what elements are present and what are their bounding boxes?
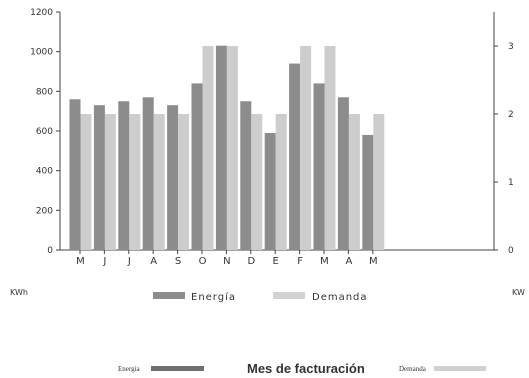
bar-energia	[337, 97, 349, 251]
bar-energia	[93, 105, 105, 250]
bar-demanda	[226, 46, 238, 250]
left-tick-label: 200	[36, 206, 53, 216]
category-label: O	[199, 256, 208, 267]
bar-energia	[167, 105, 179, 250]
left-tick-label: 0	[47, 246, 53, 256]
category-label: S	[175, 256, 182, 267]
right-axis-unit: KW	[512, 288, 525, 297]
left-tick-label: 400	[36, 167, 53, 177]
category-label: M	[369, 256, 379, 267]
bar-demanda	[373, 114, 385, 250]
category-label: A	[150, 256, 158, 267]
bar-demanda	[153, 114, 165, 250]
bar-energia	[362, 134, 374, 250]
category-label: J	[127, 256, 132, 267]
bar-energia	[215, 45, 227, 250]
bar-demanda	[178, 114, 190, 250]
footer-demand-label: Demanda	[399, 365, 427, 373]
right-tick-label: 2	[508, 110, 514, 120]
footer-energy-label: Energía	[118, 365, 141, 373]
left-tick-label: 600	[36, 127, 53, 137]
legend-label-demanda: Demanda	[312, 292, 368, 303]
left-tick-label: 800	[36, 87, 53, 97]
bar-demanda	[300, 46, 312, 250]
left-axis-unit: KWh	[10, 288, 28, 297]
footer-title: Mes de facturación	[247, 361, 365, 376]
bar-demanda	[251, 114, 263, 250]
left-tick-label: 1000	[30, 48, 53, 58]
right-tick-label: 1	[508, 178, 514, 188]
legend-swatch-energia	[153, 292, 185, 299]
bar-demanda	[202, 46, 214, 250]
legend-swatch-demanda	[273, 292, 305, 299]
bar-energia	[313, 83, 325, 251]
category-label: A	[345, 256, 353, 267]
legend-label-energia: Energía	[191, 291, 236, 303]
bar-energia	[240, 101, 252, 250]
bar-energia	[264, 132, 276, 250]
category-label: F	[297, 256, 304, 267]
category-label: M	[76, 256, 86, 267]
category-label: E	[273, 256, 280, 267]
footer-legend: Energía Mes de facturación Demanda	[118, 361, 486, 376]
bar-demanda	[324, 46, 336, 250]
bar-demanda	[129, 114, 141, 250]
bar-demanda	[80, 114, 92, 250]
chart-bars	[69, 45, 385, 251]
bar-energia	[69, 99, 81, 251]
footer-demand-swatch	[434, 366, 486, 371]
category-label: N	[223, 256, 231, 267]
bar-energia	[118, 101, 130, 250]
chart-labels: 0 200 400 600 800 1000 1200 0 1 2 3 M J J A S O N D E F M A M	[30, 8, 514, 267]
left-tick-label: 1200	[30, 8, 53, 18]
bar-demanda	[275, 114, 287, 250]
bar-energia	[142, 97, 154, 251]
bar-demanda	[104, 114, 116, 250]
bar-energia	[289, 63, 301, 250]
bar-energia	[191, 83, 203, 251]
right-tick-label: 0	[508, 246, 514, 256]
category-label: D	[247, 256, 256, 267]
category-label: J	[102, 256, 107, 267]
chart-legend: Energía Demanda	[153, 291, 368, 303]
bar-demanda	[348, 114, 360, 250]
right-tick-label: 3	[508, 42, 514, 52]
category-label: M	[320, 256, 330, 267]
footer-energy-swatch	[151, 366, 204, 371]
